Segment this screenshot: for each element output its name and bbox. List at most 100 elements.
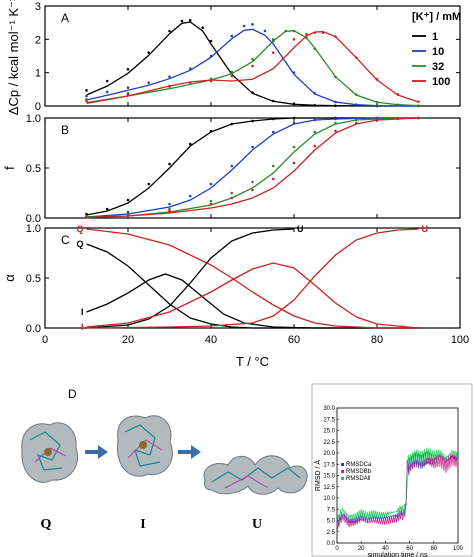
series-a-10-1-data-point xyxy=(263,29,267,33)
plot-frame-b xyxy=(44,117,461,219)
series-b-100-3-data-point xyxy=(85,215,88,219)
series-a-100-3-data-point xyxy=(334,35,337,38)
series-a-1-0-data-point xyxy=(334,104,337,107)
series-b-1-0-data-point xyxy=(147,182,151,186)
series-a-1-0-data-point xyxy=(180,19,184,23)
series-b-32-2-fit-line xyxy=(86,117,419,218)
state-label-u: U xyxy=(422,224,429,234)
arrow-i-to-u-icon xyxy=(178,445,201,459)
series-b-1-0-data-point xyxy=(251,119,254,123)
series-a-32-2-data-point xyxy=(292,29,296,33)
y-tick-label-b: 0.5 xyxy=(26,163,41,175)
series-b-32-2-data-point xyxy=(334,121,337,125)
x-axis-label-c: T / °C xyxy=(236,354,269,369)
series-b-1-0-data-point xyxy=(168,162,171,166)
series-b-100-3-data-point xyxy=(417,116,420,120)
legend-title: [K⁺] / mM xyxy=(412,11,461,23)
series-a-32-2-data-point xyxy=(354,93,358,96)
x-tick-label-c: 80 xyxy=(371,334,383,346)
series-a-1-0-data-point xyxy=(209,39,213,43)
panel-label-c: C xyxy=(61,233,70,247)
series-b-100-3-data-point xyxy=(230,196,234,200)
series-a-32-2-data-point xyxy=(271,38,275,41)
series-a-32-2-data-point xyxy=(230,70,234,74)
series-a-100-3-data-point xyxy=(354,56,358,59)
inset-y-tick-label: 10.0 xyxy=(323,496,335,502)
series-a-1-0-data-point xyxy=(188,19,192,22)
series-b-100-3-fit-line xyxy=(86,117,419,219)
inset-legend-label: RMSDAll xyxy=(346,476,370,482)
panel-c: 0.0 0.5 1.0 Cα Q I U Q I U 0 20 40 60 80 100 T / °C xyxy=(2,223,469,369)
series-a-100-3-data-point xyxy=(417,100,420,103)
x-tick-label-c: 60 xyxy=(288,334,300,346)
panel-label-b: B xyxy=(61,123,69,137)
series-a-100-3-data-point xyxy=(230,74,234,78)
series-a-1-0-data-point xyxy=(313,104,317,107)
series-a-32-2-data-point xyxy=(417,104,420,107)
series-a-10-1-data-point xyxy=(354,103,358,106)
series-a-10-1-data-point xyxy=(85,94,88,98)
state-label-i: I xyxy=(81,307,84,317)
inset-y-tick-label: 22.5 xyxy=(323,440,335,446)
state-label-q: Q xyxy=(41,517,52,532)
series-a-1-0-data-point xyxy=(168,29,171,33)
series-a-100-3-data-point xyxy=(188,81,192,84)
series-b-10-1-data-point xyxy=(230,164,234,168)
series-a-10-1-data-point xyxy=(292,71,296,74)
series-a-32-2-data-point xyxy=(251,58,254,61)
series-a-1-0-data-point xyxy=(126,68,130,71)
y-tick-label-c: 0.5 xyxy=(26,273,41,285)
state-label-i: I xyxy=(140,517,145,532)
x-tick-label-c: 20 xyxy=(122,334,134,346)
series-a-1-0-data-point xyxy=(147,51,151,54)
series-b-100-3-data-point xyxy=(168,209,171,213)
y-axis-label-b: f xyxy=(2,166,17,170)
series-b-32-2-data-point xyxy=(251,180,254,184)
series-a-10-1-data-point xyxy=(375,104,379,107)
series-b-100-3-data-point xyxy=(354,121,358,125)
x-tick-label-c: 100 xyxy=(451,334,469,346)
y-tick-label-a: 1 xyxy=(35,68,41,80)
series-a-1-0-data-point xyxy=(271,99,275,103)
series-b-10-1-data-point xyxy=(188,194,192,198)
inset-legend-swatch xyxy=(341,463,344,466)
plot-frame-a xyxy=(44,5,461,107)
legend-label: 1 xyxy=(432,31,438,43)
series-a-32-2-data-point xyxy=(375,101,379,104)
inset-legend-label: RMSDCa xyxy=(346,462,372,468)
inset-background xyxy=(311,383,473,557)
series-b-100-3-data-point xyxy=(313,144,317,148)
x-tick-label-c: 0 xyxy=(42,334,48,346)
series-b-100-3-data-point xyxy=(271,177,275,181)
series-b-1-0-data-point xyxy=(209,129,213,133)
series-b-1-0-data-point xyxy=(292,116,296,120)
protein-structure-q xyxy=(21,422,78,483)
series-c-i-1-fit-line xyxy=(86,273,419,329)
series-b-32-2-data-point xyxy=(354,118,358,122)
series-a-32-2-data-point xyxy=(334,75,337,79)
inset-x-tick-label: 20 xyxy=(358,546,365,552)
series-b-1-0-data-point xyxy=(105,207,109,211)
panel-a: 0 1 2 3 A ΔCp / kcal mol⁻¹ K⁻¹ [K⁺] / mM 1 10 32 1… xyxy=(6,0,461,115)
series-a-1-0-fit-line xyxy=(86,21,419,107)
series-a-100-3-data-point xyxy=(251,64,254,68)
inset-y-tick-label: 2.5 xyxy=(327,530,336,536)
inset-y-tick-label: 12.5 xyxy=(323,485,335,491)
y-tick-label-b: 1.0 xyxy=(26,113,41,125)
inset-y-tick-label: 17.5 xyxy=(323,462,335,468)
inset-y-tick-label: 15.0 xyxy=(323,474,335,480)
protein-structure-u xyxy=(203,455,308,495)
inset-x-axis-label: simulation time / ns xyxy=(368,552,428,557)
inset-y-tick-label: 25.0 xyxy=(323,429,335,435)
rmsd-inset-chart: 0.0 2.5 5.0 7.5 10.0 12.5 15.0 17.5 20.0 22.5 25.0… xyxy=(311,383,473,557)
series-b-32-2-data-point xyxy=(313,130,317,134)
inset-x-tick-label: 40 xyxy=(382,546,389,552)
series-a-10-1-data-point xyxy=(251,23,254,26)
series-b-1-0-data-point xyxy=(230,122,234,126)
series-b-32-2-data-point xyxy=(209,199,213,203)
inset-series-rmsdbb xyxy=(336,452,458,535)
inset-y-axis-label: RMSD / Å xyxy=(313,460,322,491)
series-b-100-3-data-point xyxy=(292,161,296,165)
y-tick-label-b: 0.0 xyxy=(26,213,41,225)
